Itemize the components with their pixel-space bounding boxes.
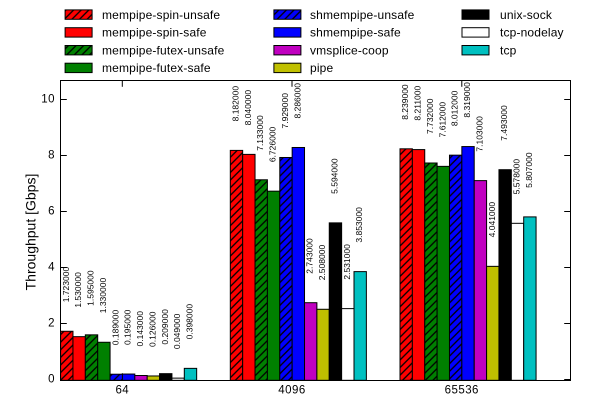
svg-text:10: 10 xyxy=(41,94,55,106)
svg-text:1.595000: 1.595000 xyxy=(86,270,96,306)
svg-text:0.049000: 0.049000 xyxy=(172,313,182,349)
svg-text:5.594000: 5.594000 xyxy=(329,158,339,194)
svg-text:7.493000: 7.493000 xyxy=(499,105,509,141)
svg-text:7.929000: 7.929000 xyxy=(280,93,290,129)
svg-text:7.732000: 7.732000 xyxy=(425,98,435,134)
svg-text:4.041000: 4.041000 xyxy=(487,202,497,238)
svg-text:unix-sock: unix-sock xyxy=(500,8,553,22)
svg-text:pipe: pipe xyxy=(310,61,333,75)
svg-text:0.195000: 0.195000 xyxy=(123,309,133,345)
svg-text:8.211000: 8.211000 xyxy=(413,85,423,120)
svg-text:0.398000: 0.398000 xyxy=(184,304,194,340)
svg-text:shmempipe-safe: shmempipe-safe xyxy=(310,26,401,40)
svg-text:6: 6 xyxy=(48,206,55,218)
svg-text:4: 4 xyxy=(48,262,55,274)
svg-text:7.133000: 7.133000 xyxy=(255,115,265,151)
svg-text:mempipe-futex-safe: mempipe-futex-safe xyxy=(102,61,211,75)
svg-text:0.126000: 0.126000 xyxy=(147,311,157,347)
svg-text:vmsplice-coop: vmsplice-coop xyxy=(310,44,389,58)
svg-text:2.531000: 2.531000 xyxy=(342,244,352,280)
svg-text:tcp: tcp xyxy=(500,44,517,58)
svg-text:8.286000: 8.286000 xyxy=(292,83,302,119)
svg-text:2.508000: 2.508000 xyxy=(317,245,327,281)
svg-text:8.182000: 8.182000 xyxy=(230,86,240,122)
svg-text:mempipe-spin-safe: mempipe-spin-safe xyxy=(102,26,207,40)
svg-text:3.853000: 3.853000 xyxy=(354,207,364,243)
svg-text:1.530000: 1.530000 xyxy=(73,272,83,308)
svg-text:mempipe-futex-unsafe: mempipe-futex-unsafe xyxy=(102,44,225,58)
svg-text:65536: 65536 xyxy=(445,385,479,397)
svg-text:5.807000: 5.807000 xyxy=(524,152,534,188)
svg-text:mempipe-spin-unsafe: mempipe-spin-unsafe xyxy=(102,8,220,22)
svg-text:2: 2 xyxy=(48,318,55,330)
svg-text:7.612000: 7.612000 xyxy=(437,102,447,138)
svg-text:8.319000: 8.319000 xyxy=(462,82,472,118)
svg-text:8.012000: 8.012000 xyxy=(450,90,460,126)
svg-text:5.578000: 5.578000 xyxy=(512,159,522,195)
svg-text:Throughput [Gbps]: Throughput [Gbps] xyxy=(23,174,39,291)
svg-text:0.209000: 0.209000 xyxy=(160,309,170,345)
svg-text:tcp-nodelay: tcp-nodelay xyxy=(500,26,564,40)
svg-text:1.330000: 1.330000 xyxy=(98,278,108,314)
svg-text:64: 64 xyxy=(115,385,129,397)
svg-text:8.239000: 8.239000 xyxy=(400,84,410,120)
svg-text:0.143000: 0.143000 xyxy=(135,311,145,347)
svg-text:8.040000: 8.040000 xyxy=(243,90,253,126)
svg-text:shmempipe-unsafe: shmempipe-unsafe xyxy=(310,8,415,22)
svg-text:6.726000: 6.726000 xyxy=(268,126,278,162)
svg-text:4096: 4096 xyxy=(278,385,305,397)
svg-text:8: 8 xyxy=(48,150,55,162)
svg-text:2.743000: 2.743000 xyxy=(305,238,315,274)
svg-text:0.189000: 0.189000 xyxy=(110,309,120,345)
svg-text:0: 0 xyxy=(48,374,55,386)
svg-text:1.723000: 1.723000 xyxy=(61,267,71,303)
svg-text:7.103000: 7.103000 xyxy=(474,116,484,152)
